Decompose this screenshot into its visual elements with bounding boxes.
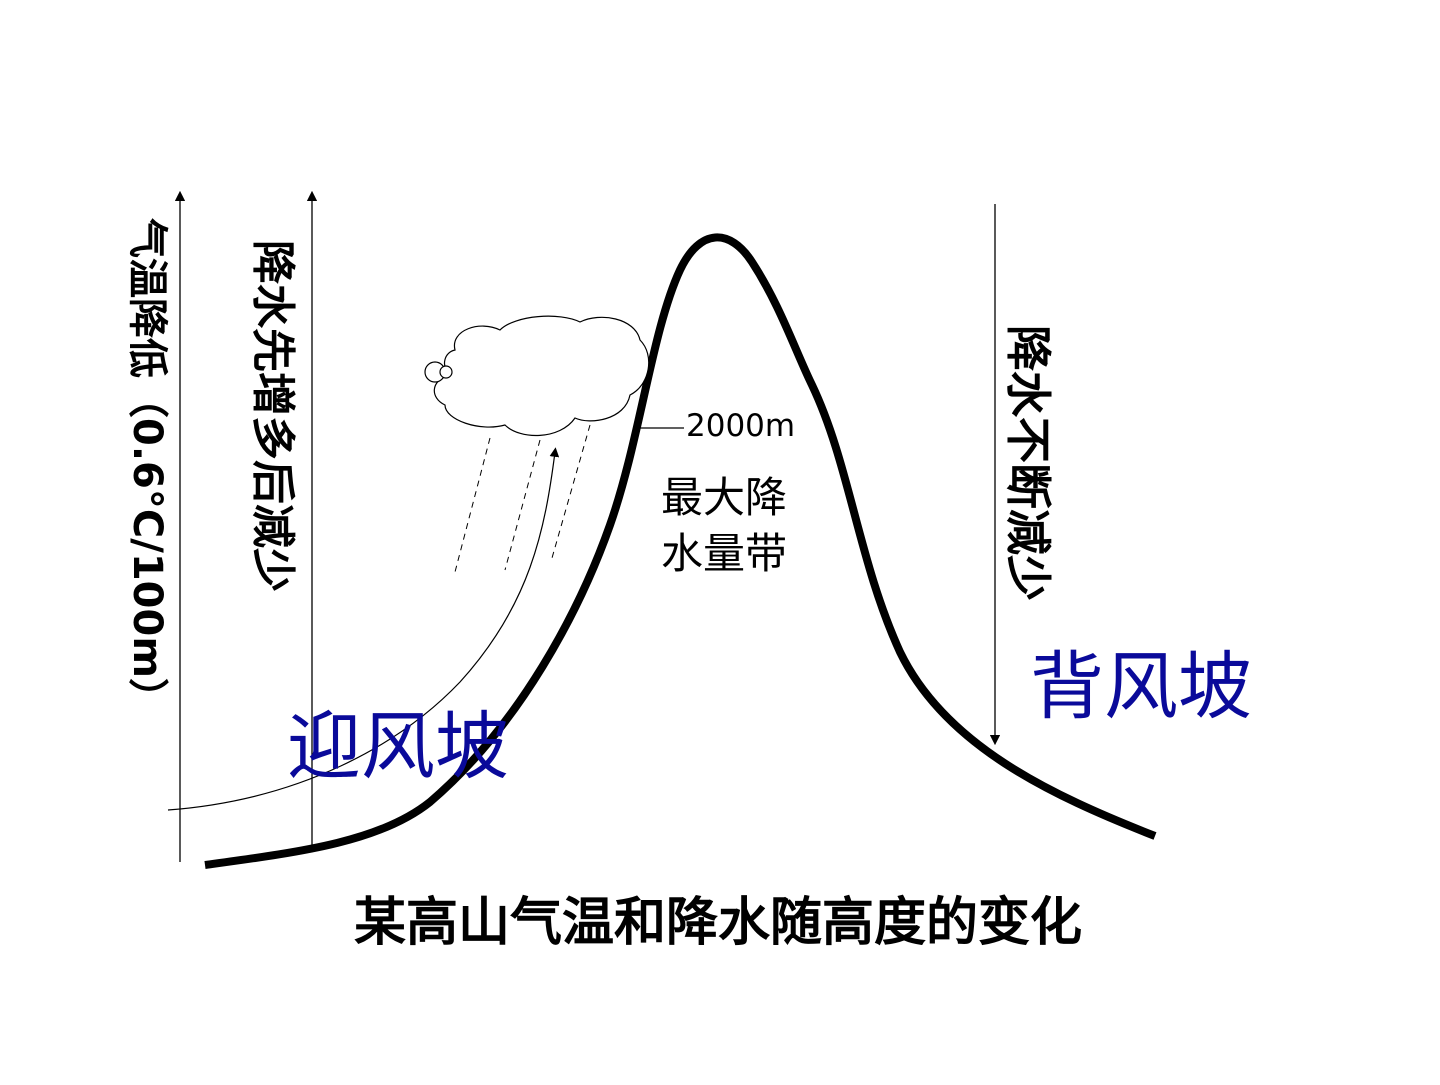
airflow-arrow (167, 447, 560, 811)
windward-precip-label: 降水先增多后减少 (247, 240, 298, 592)
cloud (424, 315, 650, 436)
title: 某高山气温和降水随高度的变化 (354, 893, 1082, 953)
rain (454, 424, 591, 573)
left-axis-label: 气温降低（0.6°C/100m） (124, 218, 170, 718)
max-precip-line: 最大降 (661, 473, 787, 522)
altitude-marker: 2000m (686, 408, 795, 444)
max-precip-line: 水量带 (661, 529, 787, 578)
leeward-precip-label: 降水不断减少 (1001, 325, 1055, 601)
leeward-slope: 背风坡 (1030, 644, 1252, 730)
windward-slope: 迎风坡 (287, 704, 509, 790)
mountain-profile (204, 233, 1157, 869)
